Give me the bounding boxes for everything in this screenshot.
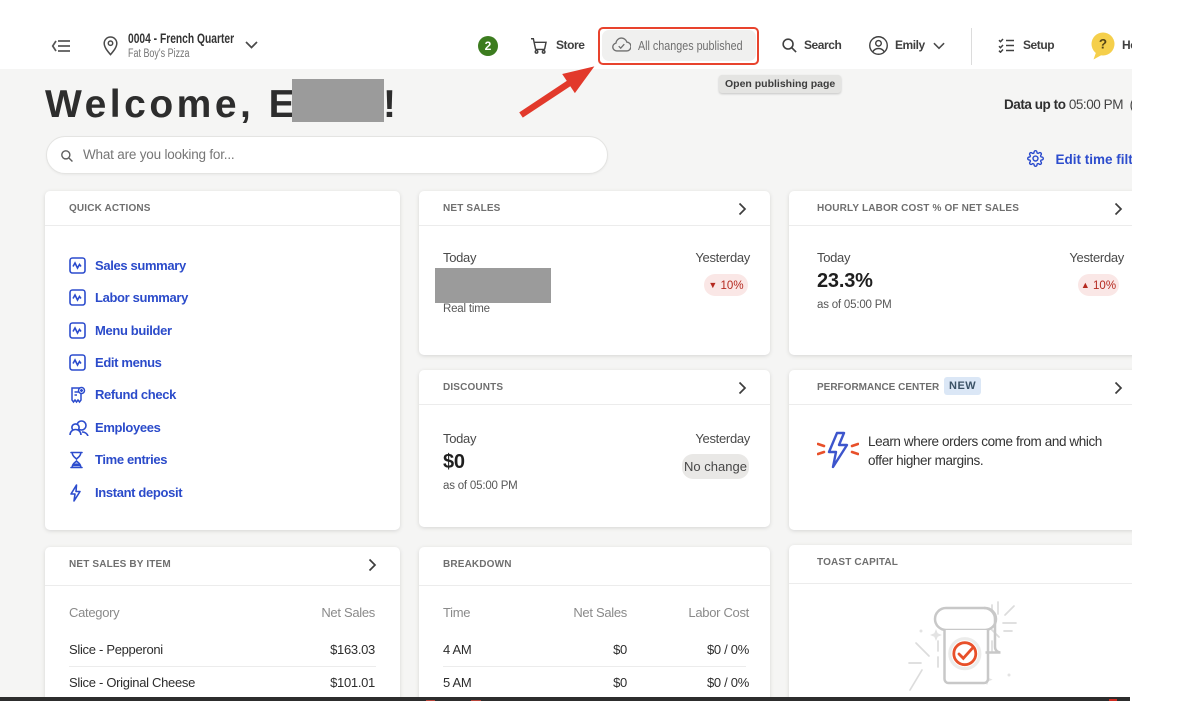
- svg-text:?: ?: [1099, 37, 1107, 52]
